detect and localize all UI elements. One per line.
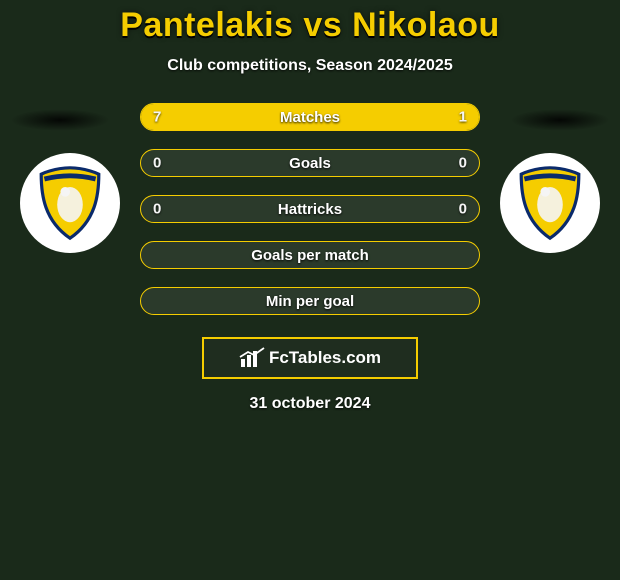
club-badge-left: [20, 153, 120, 253]
stat-bar: Min per goal: [140, 287, 480, 315]
stat-bar: Goals per match: [140, 241, 480, 269]
stat-value-right: 1: [459, 109, 467, 126]
stat-label: Min per goal: [266, 293, 354, 310]
brand-text: FcTables.com: [269, 348, 381, 368]
infographic-root: Pantelakis vs Nikolaou Club competitions…: [0, 0, 620, 580]
content-area: 7 1 Matches 0 0 Goals 0 0 Hattricks Goals per mat…: [0, 103, 620, 413]
brand-box[interactable]: FcTables.com: [202, 337, 418, 379]
shield-icon: [30, 163, 110, 243]
bar-fill-left: [141, 104, 411, 130]
page-title: Pantelakis vs Nikolaou: [0, 6, 620, 45]
player-shadow-left: [10, 109, 110, 131]
stat-bars: 7 1 Matches 0 0 Goals 0 0 Hattricks Goals per mat…: [140, 103, 480, 315]
stat-label: Matches: [280, 109, 340, 126]
page-subtitle: Club competitions, Season 2024/2025: [0, 57, 620, 75]
bar-chart-icon: [239, 347, 265, 369]
stat-value-right: 0: [459, 201, 467, 218]
bar-fill-right: [411, 104, 479, 130]
stat-value-right: 0: [459, 155, 467, 172]
stat-value-left: 7: [153, 109, 161, 126]
stat-value-left: 0: [153, 201, 161, 218]
stat-label: Goals: [289, 155, 331, 172]
stat-value-left: 0: [153, 155, 161, 172]
stat-bar: 7 1 Matches: [140, 103, 480, 131]
stat-bar: 0 0 Hattricks: [140, 195, 480, 223]
shield-icon: [510, 163, 590, 243]
footer-date: 31 october 2024: [0, 395, 620, 413]
stat-label: Goals per match: [251, 247, 369, 264]
stat-label: Hattricks: [278, 201, 342, 218]
stat-bar: 0 0 Goals: [140, 149, 480, 177]
club-badge-right: [500, 153, 600, 253]
player-shadow-right: [510, 109, 610, 131]
